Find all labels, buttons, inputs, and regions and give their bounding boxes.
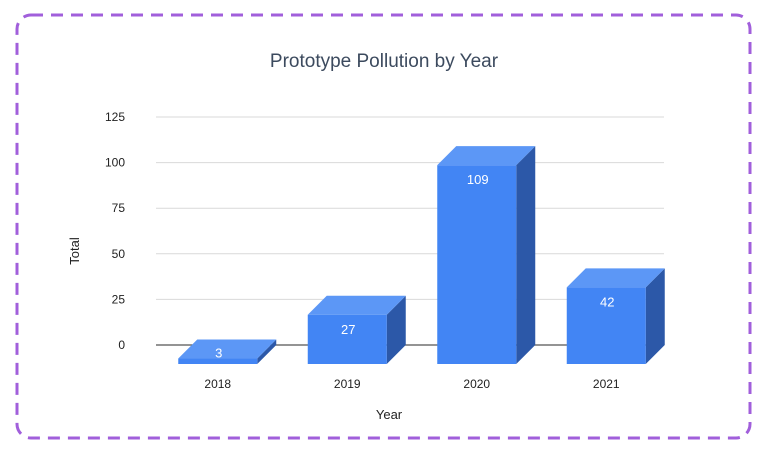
y-tick-label: 0	[118, 338, 125, 352]
x-tick-label: 2020	[463, 377, 490, 391]
bar-side	[257, 339, 277, 364]
bar-2020: 109	[437, 146, 536, 364]
bars: 3 27 109 42	[178, 146, 665, 364]
data-label: 3	[215, 346, 222, 361]
data-label: 27	[341, 322, 355, 337]
x-axis-label: Year	[376, 407, 403, 422]
x-tick-label: 2019	[334, 377, 361, 391]
bar-top	[307, 295, 406, 315]
y-axis-label: Total	[67, 237, 82, 265]
y-tick-label: 100	[105, 156, 125, 170]
y-tick-label: 25	[112, 292, 126, 306]
bar-front	[178, 358, 258, 364]
bar-top	[437, 146, 536, 166]
bar-side	[645, 268, 665, 364]
bar-front	[437, 165, 517, 364]
bar-2018: 3	[178, 339, 277, 364]
y-tick-label: 50	[112, 247, 126, 261]
bar-top	[566, 268, 665, 288]
dashed-border	[15, 13, 752, 440]
x-tick-labels: 2018 2019 2020 2021	[204, 377, 620, 391]
data-label: 109	[467, 172, 489, 187]
x-tick-label: 2018	[204, 377, 231, 391]
bar-front	[307, 314, 387, 364]
bar-2019: 27	[307, 295, 406, 364]
y-tick-labels: 0 25 50 75 100 125	[105, 110, 125, 352]
bar-side	[516, 146, 536, 364]
x-tick-label: 2021	[593, 377, 620, 391]
y-tick-label: 75	[112, 201, 126, 215]
bar-top	[178, 339, 277, 359]
data-label: 42	[600, 294, 614, 309]
chart-title: Prototype Pollution by Year	[270, 51, 499, 72]
bar-side	[386, 295, 406, 364]
y-tick-label: 125	[105, 110, 125, 124]
bar-2021: 42	[566, 268, 665, 364]
bar-front	[566, 287, 646, 364]
